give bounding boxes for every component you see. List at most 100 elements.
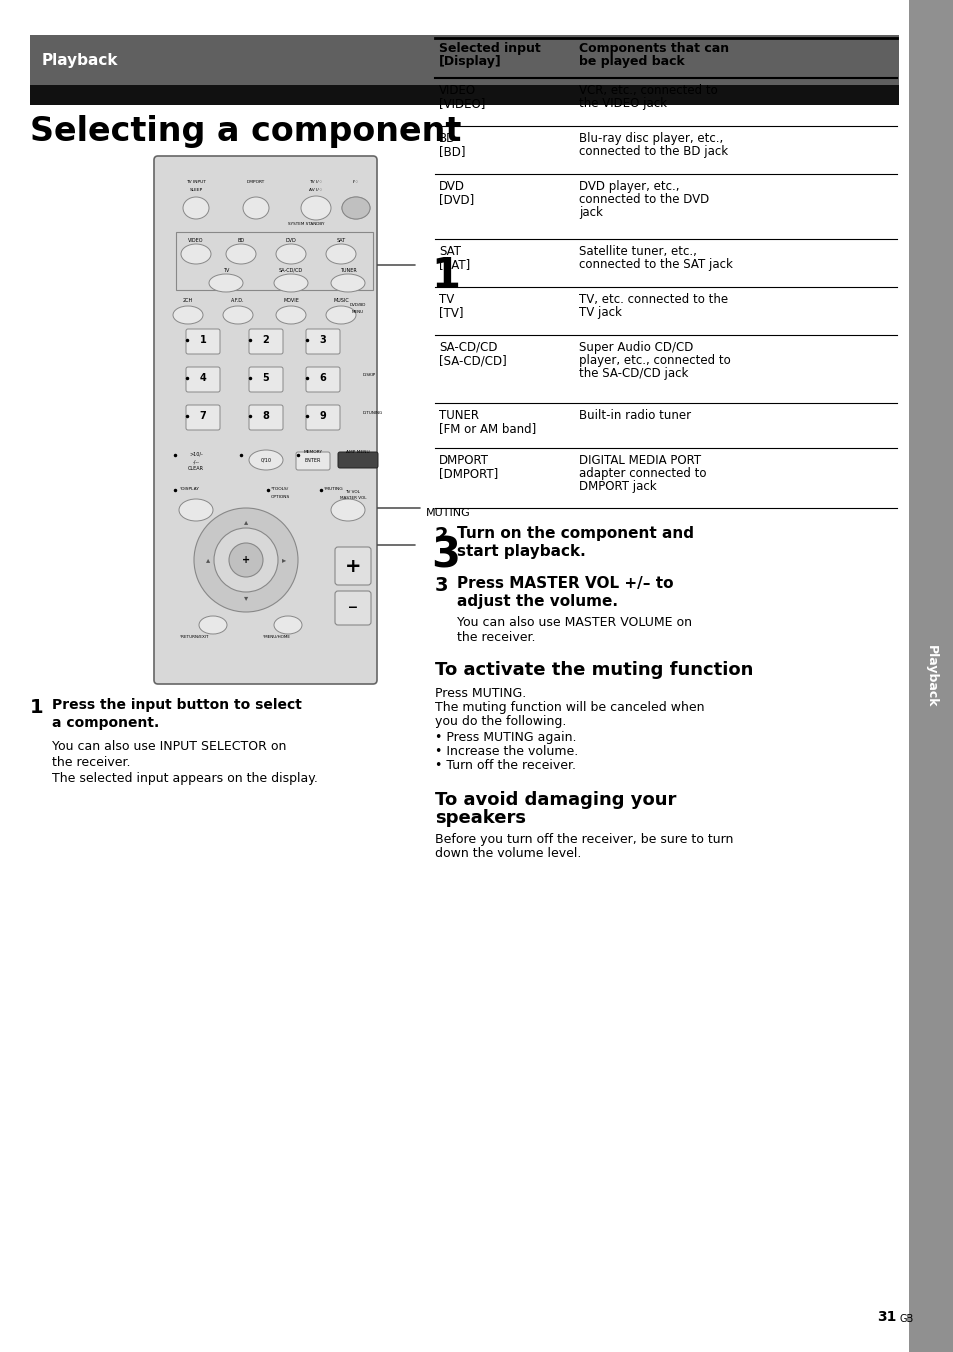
Text: MUSIC: MUSIC [333, 297, 349, 303]
Text: 1: 1 [431, 256, 459, 297]
Text: OPTIONS: OPTIONS [271, 495, 290, 499]
Text: SAT: SAT [438, 245, 460, 258]
Text: 5: 5 [262, 373, 269, 383]
Bar [908, 0, 953, 1352]
Text: CLEAR: CLEAR [188, 466, 204, 470]
Text: 1: 1 [199, 335, 206, 345]
Text: the receiver.: the receiver. [52, 756, 131, 769]
Text: ▴: ▴ [206, 556, 210, 565]
Ellipse shape [209, 274, 243, 292]
Text: SA-CD/CD: SA-CD/CD [438, 341, 497, 354]
Text: TV jack: TV jack [578, 306, 621, 319]
Bar [175, 233, 373, 289]
Text: ENTER: ENTER [305, 458, 321, 464]
Text: 2: 2 [435, 526, 448, 545]
Text: 3: 3 [431, 535, 459, 577]
FancyBboxPatch shape [186, 406, 220, 430]
Text: TV INPUT: TV INPUT [186, 180, 206, 184]
FancyBboxPatch shape [306, 406, 339, 430]
Text: DVD/BD: DVD/BD [350, 303, 366, 307]
Text: DMPORT: DMPORT [438, 454, 489, 466]
Text: BD: BD [237, 238, 244, 243]
Text: D.SKIP: D.SKIP [363, 373, 375, 377]
Text: TUNER: TUNER [438, 410, 478, 422]
Text: [VIDEO]: [VIDEO] [438, 97, 485, 110]
FancyBboxPatch shape [335, 591, 371, 625]
FancyBboxPatch shape [306, 366, 339, 392]
FancyBboxPatch shape [306, 329, 339, 354]
Text: start playback.: start playback. [456, 544, 585, 558]
Text: AMP MENU: AMP MENU [346, 450, 370, 454]
Text: VIDEO: VIDEO [438, 84, 476, 97]
Text: To activate the muting function: To activate the muting function [435, 661, 753, 679]
Text: [DVD]: [DVD] [438, 193, 474, 206]
Text: Selecting a component: Selecting a component [30, 115, 461, 147]
FancyBboxPatch shape [337, 452, 377, 468]
Text: MOVIE: MOVIE [283, 297, 298, 303]
Text: Selected input: Selected input [438, 42, 540, 55]
Text: *TOOLS/: *TOOLS/ [271, 487, 289, 491]
Text: TV VOL: TV VOL [345, 489, 360, 493]
Text: TV, etc. connected to the: TV, etc. connected to the [578, 293, 727, 306]
Ellipse shape [326, 243, 355, 264]
Text: To avoid damaging your: To avoid damaging your [435, 791, 676, 808]
Ellipse shape [179, 499, 213, 521]
Text: DVD: DVD [438, 180, 464, 193]
Text: MASTER VOL: MASTER VOL [339, 496, 366, 500]
Text: Turn on the component and: Turn on the component and [456, 526, 693, 541]
Ellipse shape [275, 306, 306, 324]
Text: down the volume level.: down the volume level. [435, 846, 580, 860]
Text: Press MUTING.: Press MUTING. [435, 687, 526, 700]
Text: TV I/♢: TV I/♢ [309, 180, 322, 184]
Ellipse shape [275, 243, 306, 264]
Ellipse shape [229, 544, 263, 577]
Text: [Display]: [Display] [438, 55, 501, 68]
Text: MUTING: MUTING [426, 508, 470, 518]
Bar [30, 35, 899, 85]
Text: -/--: -/-- [193, 458, 199, 464]
Bar [30, 85, 899, 105]
Text: DVD player, etc.,: DVD player, etc., [578, 180, 679, 193]
Text: +: + [242, 556, 250, 565]
Text: The selected input appears on the display.: The selected input appears on the displa… [52, 772, 317, 786]
Text: *MENU/HOME: *MENU/HOME [263, 635, 291, 639]
Text: ▴: ▴ [244, 518, 248, 526]
Text: 2: 2 [262, 335, 269, 345]
Text: 3: 3 [435, 576, 448, 595]
Text: 7: 7 [199, 411, 206, 420]
Text: Press MASTER VOL +/– to: Press MASTER VOL +/– to [456, 576, 673, 591]
Text: 6: 6 [319, 373, 326, 383]
Text: • Increase the volume.: • Increase the volume. [435, 745, 578, 758]
Text: VCR, etc., connected to: VCR, etc., connected to [578, 84, 717, 97]
Ellipse shape [301, 196, 331, 220]
Text: I/♢: I/♢ [353, 180, 359, 184]
Ellipse shape [183, 197, 209, 219]
Text: connected to the DVD: connected to the DVD [578, 193, 708, 206]
Text: [SA-CD/CD]: [SA-CD/CD] [438, 354, 506, 366]
Text: GB: GB [899, 1314, 913, 1324]
Text: [BD]: [BD] [438, 145, 465, 158]
Text: Components that can: Components that can [578, 42, 728, 55]
Text: 31: 31 [877, 1310, 896, 1324]
FancyBboxPatch shape [249, 329, 283, 354]
Ellipse shape [274, 617, 302, 634]
Text: MENU: MENU [352, 310, 364, 314]
FancyBboxPatch shape [335, 548, 371, 585]
Text: TV: TV [438, 293, 454, 306]
Text: SA-CD/CD: SA-CD/CD [278, 268, 303, 273]
Ellipse shape [181, 243, 211, 264]
Text: TUNER: TUNER [339, 268, 356, 273]
Text: DMPORT: DMPORT [247, 180, 265, 184]
Text: You can also use MASTER VOLUME on: You can also use MASTER VOLUME on [456, 617, 691, 629]
Text: [TV]: [TV] [438, 306, 463, 319]
Text: Blu-ray disc player, etc.,: Blu-ray disc player, etc., [578, 132, 722, 145]
Text: DMPORT jack: DMPORT jack [578, 480, 656, 493]
Text: 9: 9 [319, 411, 326, 420]
Text: SAT: SAT [336, 238, 345, 243]
Text: you do the following.: you do the following. [435, 715, 566, 727]
Text: DVD: DVD [285, 238, 296, 243]
Text: 8: 8 [262, 411, 269, 420]
Ellipse shape [274, 274, 308, 292]
Text: player, etc., connected to: player, etc., connected to [578, 354, 730, 366]
Text: 0/10: 0/10 [260, 457, 272, 462]
